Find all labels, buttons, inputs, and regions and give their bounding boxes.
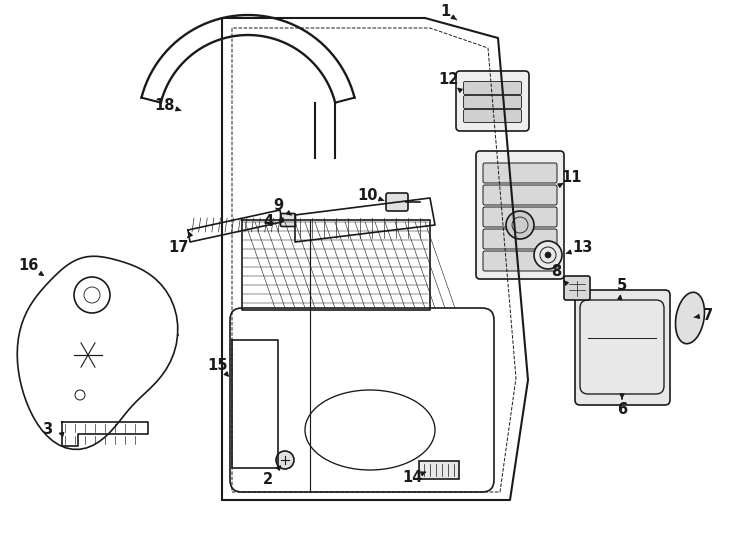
FancyBboxPatch shape bbox=[463, 110, 521, 123]
FancyBboxPatch shape bbox=[483, 163, 557, 183]
Circle shape bbox=[506, 211, 534, 239]
FancyBboxPatch shape bbox=[463, 82, 521, 94]
Text: 3: 3 bbox=[42, 422, 52, 437]
Text: 16: 16 bbox=[18, 258, 38, 273]
Text: 11: 11 bbox=[562, 171, 582, 186]
FancyBboxPatch shape bbox=[419, 461, 459, 479]
FancyBboxPatch shape bbox=[456, 71, 529, 131]
Text: 10: 10 bbox=[357, 187, 378, 202]
FancyBboxPatch shape bbox=[483, 185, 557, 205]
FancyBboxPatch shape bbox=[564, 276, 590, 300]
Text: 9: 9 bbox=[273, 198, 283, 213]
Text: 15: 15 bbox=[208, 357, 228, 373]
FancyBboxPatch shape bbox=[463, 96, 521, 109]
Text: 4: 4 bbox=[263, 214, 273, 230]
FancyBboxPatch shape bbox=[483, 251, 557, 271]
FancyBboxPatch shape bbox=[575, 290, 670, 405]
FancyBboxPatch shape bbox=[476, 151, 564, 279]
Text: 1: 1 bbox=[440, 4, 450, 19]
Circle shape bbox=[276, 451, 294, 469]
Text: 6: 6 bbox=[617, 402, 627, 417]
FancyBboxPatch shape bbox=[386, 193, 408, 211]
Circle shape bbox=[534, 241, 562, 269]
Text: 2: 2 bbox=[263, 472, 273, 488]
Text: 5: 5 bbox=[617, 278, 627, 293]
Text: 18: 18 bbox=[155, 98, 175, 112]
Text: 17: 17 bbox=[168, 240, 188, 255]
Text: 8: 8 bbox=[551, 265, 561, 280]
Text: 13: 13 bbox=[572, 240, 592, 255]
FancyBboxPatch shape bbox=[280, 213, 296, 226]
Text: 7: 7 bbox=[703, 307, 713, 322]
Text: 14: 14 bbox=[401, 470, 422, 485]
Text: 12: 12 bbox=[437, 72, 458, 87]
FancyBboxPatch shape bbox=[483, 207, 557, 227]
Ellipse shape bbox=[675, 292, 705, 344]
Circle shape bbox=[545, 252, 551, 258]
FancyBboxPatch shape bbox=[483, 229, 557, 249]
